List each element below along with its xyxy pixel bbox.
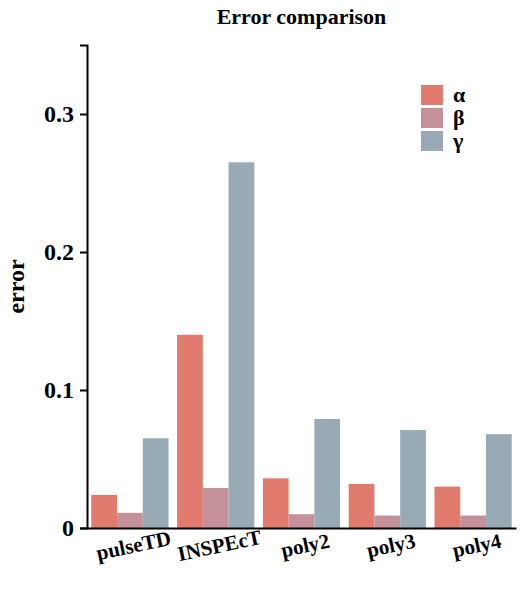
legend-swatch: [421, 108, 443, 128]
y-axis: 0 0.1 0.2 0.3: [44, 46, 88, 542]
x-tick-label: poly3: [365, 529, 418, 563]
y-tick-label: 0.3: [44, 101, 74, 127]
x-tick: poly3: [365, 529, 418, 563]
bar: [486, 434, 512, 528]
x-tick-label: poly2: [279, 529, 332, 563]
y-tick: 0.3: [44, 101, 87, 127]
y-tick-label: 0: [62, 515, 74, 541]
x-tick-label: pulseTD: [94, 526, 173, 565]
y-tick-label: 0.2: [44, 239, 74, 265]
plot: 0 0.1 0.2 0.3 pulseTDINSPEcT poly2 poly3 poly4: [44, 46, 517, 567]
y-tick: 0: [62, 515, 87, 541]
bar: [374, 516, 400, 528]
x-tick: poly2: [279, 529, 332, 563]
y-tick-mark: [80, 114, 87, 116]
x-tick-label: poly4: [450, 529, 503, 563]
legend-label: β: [453, 105, 465, 130]
y-tick: 0.1: [44, 377, 87, 403]
bar: [400, 430, 426, 528]
legend-swatch: [421, 85, 443, 105]
y-axis-line: [80, 46, 88, 529]
bar: [203, 488, 229, 528]
bar: [460, 516, 486, 528]
y-tick-label: 0.1: [44, 377, 74, 403]
x-tick: INSPEcT: [175, 525, 263, 566]
y-tick-mark: [80, 390, 87, 392]
y-tick-mark: [80, 252, 87, 254]
x-axis: pulseTDINSPEcT poly2 poly3 poly4: [88, 525, 517, 566]
legend-swatch: [421, 131, 443, 151]
y-tick: 0.2: [44, 239, 87, 265]
title: Error comparison: [217, 4, 387, 29]
bar: [143, 438, 169, 528]
bar: [117, 513, 143, 528]
bar: [289, 514, 315, 528]
x-tick: poly4: [450, 529, 503, 563]
bar: [349, 484, 375, 528]
legend-label: γ: [452, 128, 463, 153]
chart: 0 0.1 0.2 0.3 pulseTDINSPEcT poly2 poly3 poly4 E…: [0, 0, 521, 600]
legend-item: β: [421, 105, 465, 130]
bar: [434, 487, 460, 528]
y-axis-title: error: [3, 259, 29, 314]
bar: [263, 478, 289, 528]
bar: [177, 335, 203, 528]
y-tick-mark: [80, 528, 87, 530]
x-tick-label: INSPEcT: [175, 525, 263, 566]
bar: [91, 495, 117, 528]
bar: [229, 162, 255, 528]
legend: αβγ: [421, 82, 466, 153]
bar: [314, 419, 340, 528]
legend-item: γ: [421, 128, 463, 153]
x-tick: pulseTD: [94, 526, 173, 565]
bars: [91, 162, 511, 528]
legend-item: α: [421, 82, 466, 107]
legend-label: α: [453, 82, 466, 107]
